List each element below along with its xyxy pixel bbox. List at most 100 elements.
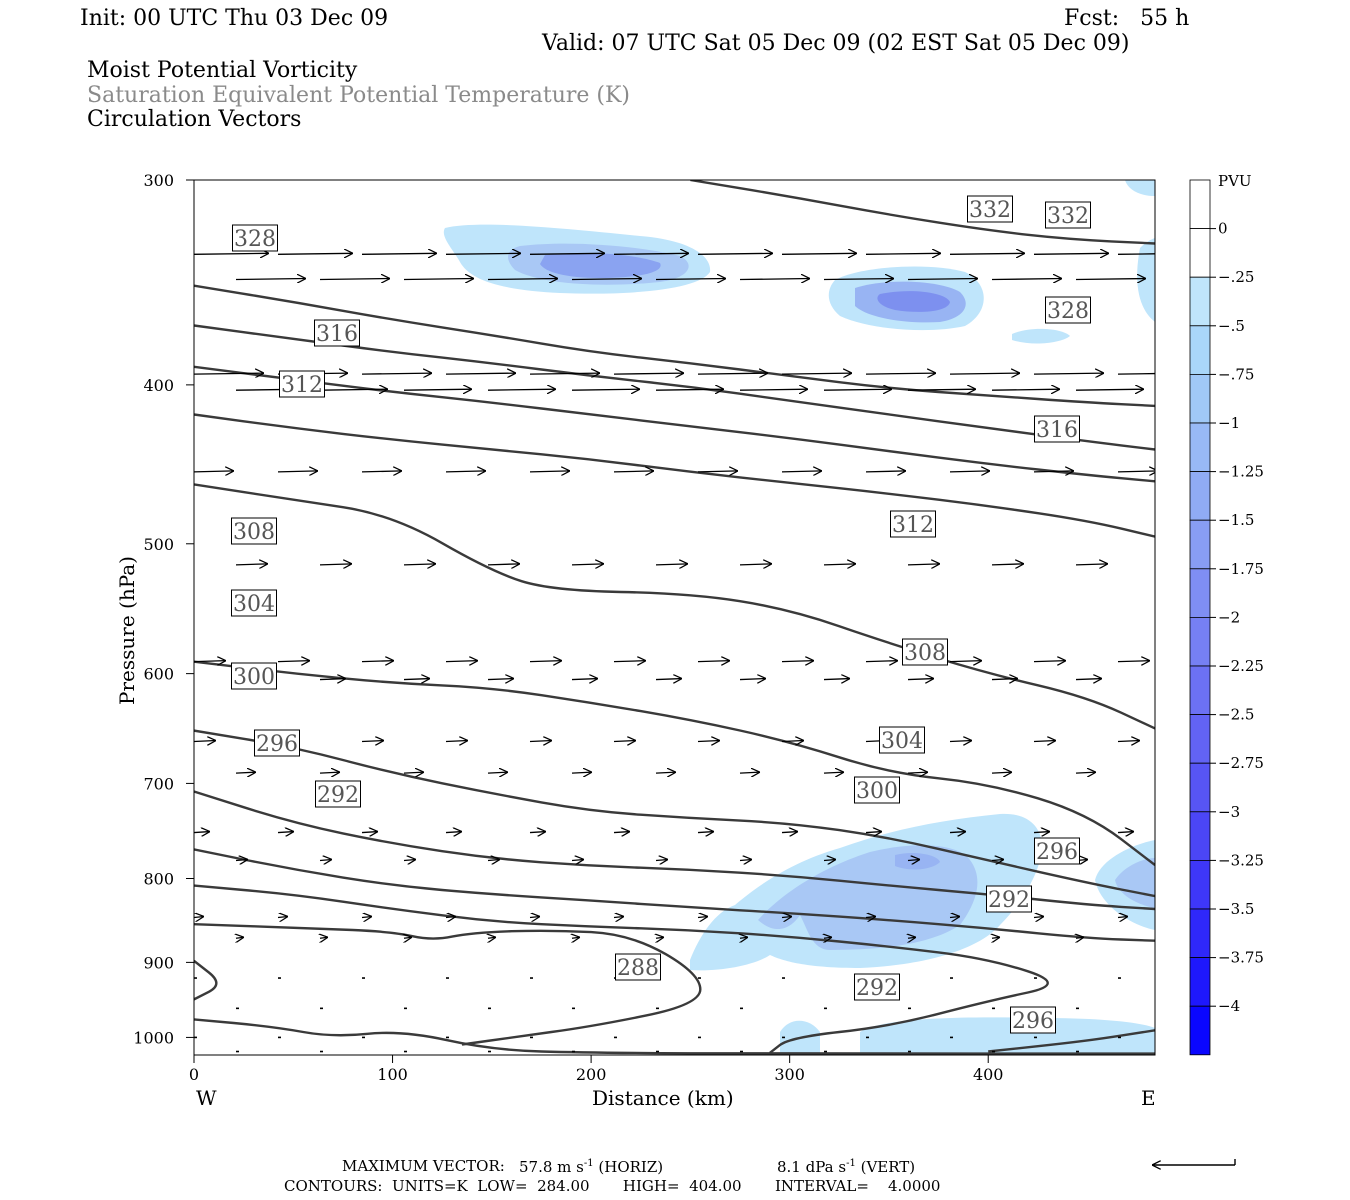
vector-arrow — [445, 471, 486, 472]
vector-arrow — [1033, 253, 1109, 254]
vector-arrow — [194, 661, 226, 662]
pv-region-lower-east-b — [1115, 858, 1155, 908]
vector-arrow — [613, 253, 689, 254]
vector-arrow — [571, 679, 598, 680]
vector-arrow — [487, 389, 556, 390]
vector-arrow — [529, 253, 605, 254]
contour-292 — [194, 884, 1049, 1054]
contour-304 — [194, 729, 1155, 898]
contour-284 — [194, 959, 218, 1001]
contour-label: 296 — [1036, 840, 1078, 865]
vector-arrow — [319, 772, 340, 773]
contour-label-box — [890, 510, 936, 538]
vector-arrow — [823, 564, 856, 565]
vector-arrow — [319, 859, 332, 860]
vector-arrow — [823, 679, 850, 680]
vector-arrow — [781, 661, 814, 662]
contour-296 — [194, 848, 1155, 942]
colorbar-swatch — [1189, 811, 1211, 861]
contour-label: 304 — [881, 729, 923, 754]
vector-arrow — [445, 373, 516, 374]
valid-time: Valid: 07 UTC Sat 05 Dec 09 (02 EST Sat … — [542, 31, 1130, 56]
colorbar-swatch — [1189, 957, 1211, 1007]
contour-label: 296 — [1012, 1009, 1054, 1034]
vector-arrow — [739, 389, 808, 390]
vector-arrow — [697, 661, 730, 662]
vector-arrow — [445, 916, 456, 917]
vector-arrow — [194, 832, 210, 833]
pv-region-small — [1012, 328, 1070, 344]
colorbar-swatch — [1189, 228, 1211, 278]
vector-arrow — [320, 937, 328, 938]
vector-arrow — [319, 679, 346, 680]
colorbar-swatch — [1189, 422, 1211, 472]
vector-arrow — [1033, 741, 1056, 742]
contour-label-box — [231, 662, 277, 690]
vector-arrow — [697, 916, 708, 917]
contour-label-box — [231, 517, 277, 545]
contour-320 — [194, 365, 1155, 483]
vector-arrow — [907, 772, 928, 773]
vector-arrow — [949, 832, 966, 833]
vector-arrow — [697, 832, 714, 833]
vector-arrow — [865, 253, 941, 254]
colorbar-swatch — [1189, 714, 1211, 764]
vector-arrow — [487, 564, 520, 565]
vector-arrow — [823, 389, 892, 390]
vector-arrow — [1033, 661, 1066, 662]
vector-arrow — [277, 253, 353, 254]
contour-332 — [690, 180, 1155, 245]
colorbar-label: −3 — [1218, 803, 1240, 821]
vector-arrow — [319, 279, 390, 280]
vector-arrow — [571, 859, 584, 860]
vector-arrow — [529, 373, 600, 374]
vector-arrow — [1117, 661, 1150, 662]
vector-arrow — [361, 916, 372, 917]
theta-es-contours — [194, 180, 1155, 1055]
colorbar-swatch — [1189, 471, 1211, 521]
vector-arrow — [739, 772, 760, 773]
vector-arrow — [992, 937, 1000, 938]
vector-arrow — [1117, 372, 1155, 375]
vector-arrow — [781, 373, 852, 374]
vector-arrow — [781, 253, 857, 254]
vector-arrow — [571, 564, 604, 565]
x-tick-label: 0 — [189, 1065, 199, 1084]
vector-arrow — [319, 389, 388, 390]
vector-arrow — [445, 741, 468, 742]
vector-arrow — [823, 772, 844, 773]
vector-arrow — [655, 859, 668, 860]
vector-arrow — [1075, 279, 1146, 280]
vector-arrow — [655, 389, 724, 390]
vector-arrow — [908, 937, 916, 938]
forecast-hour: Fcst: 55 h — [1064, 6, 1190, 31]
plot-frame — [193, 179, 1156, 1056]
vector-arrow — [235, 564, 268, 565]
field-name-vectors: Circulation Vectors — [87, 107, 302, 132]
vector-arrow — [613, 916, 624, 917]
vector-arrow — [824, 937, 832, 938]
vector-arrow — [949, 373, 1020, 374]
x-tick-label: 100 — [377, 1065, 408, 1084]
vector-arrow — [1075, 564, 1108, 565]
vector-arrow — [571, 772, 592, 773]
contour-label-box — [854, 973, 900, 1001]
vector-arrow — [739, 564, 772, 565]
vector-arrow — [907, 389, 976, 390]
colorbar-units: PVU — [1218, 172, 1252, 190]
vector-arrow — [445, 661, 478, 662]
vector-arrow — [739, 279, 810, 280]
vector-arrow — [1033, 832, 1050, 833]
vector-arrow — [1117, 832, 1134, 833]
colorbar-swatch — [1189, 519, 1211, 570]
contour-label-box — [902, 638, 948, 666]
colorbar-swatch — [1189, 665, 1211, 715]
vector-arrow — [571, 279, 642, 280]
vector-arrow — [613, 832, 630, 833]
colorbar-label: −4 — [1218, 997, 1240, 1015]
pv-shading — [194, 180, 1155, 1055]
contour-label: 292 — [317, 783, 359, 808]
x-tick-label: 200 — [576, 1065, 607, 1084]
east-label: E — [1141, 1086, 1156, 1110]
